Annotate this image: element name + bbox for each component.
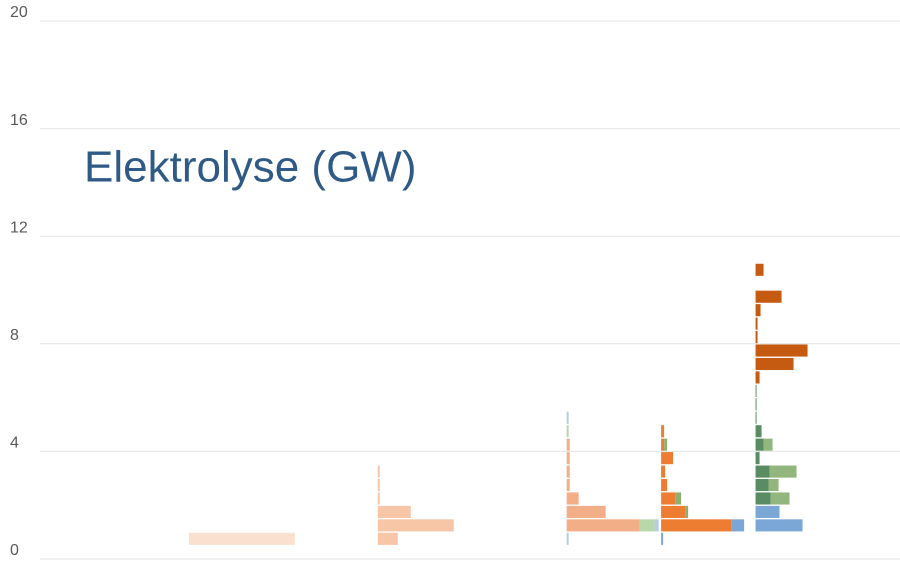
bar bbox=[769, 465, 797, 478]
bar bbox=[755, 290, 782, 303]
bar bbox=[377, 505, 411, 518]
bar bbox=[654, 519, 659, 532]
y-tick-label: 16 bbox=[10, 112, 28, 129]
bar bbox=[566, 425, 569, 438]
y-tick-label: 12 bbox=[10, 219, 28, 236]
bar bbox=[377, 492, 380, 505]
bar bbox=[377, 519, 454, 532]
bar bbox=[566, 478, 570, 492]
chart-title: Elektrolyse (GW) bbox=[84, 143, 416, 192]
bar bbox=[763, 438, 773, 451]
bar bbox=[755, 505, 780, 518]
bar bbox=[188, 532, 295, 545]
bar bbox=[566, 452, 570, 465]
bar bbox=[377, 478, 380, 492]
bar bbox=[755, 304, 761, 317]
bar bbox=[731, 519, 745, 532]
bar bbox=[566, 492, 579, 505]
bar bbox=[664, 438, 668, 451]
y-tick-label: 4 bbox=[10, 435, 19, 452]
bar bbox=[755, 478, 769, 492]
bar bbox=[661, 425, 665, 438]
bar bbox=[377, 532, 398, 545]
bar bbox=[661, 438, 665, 451]
bar bbox=[661, 492, 676, 505]
bar bbox=[675, 492, 682, 505]
bar bbox=[755, 384, 757, 397]
bar bbox=[661, 452, 674, 465]
bar bbox=[755, 411, 757, 424]
y-tick-label: 0 bbox=[10, 542, 19, 559]
bar bbox=[755, 344, 808, 357]
bar bbox=[755, 492, 771, 505]
bar bbox=[755, 452, 760, 465]
bar bbox=[566, 505, 606, 518]
bar bbox=[661, 478, 668, 492]
bar bbox=[755, 371, 760, 384]
bar bbox=[755, 317, 758, 330]
bar bbox=[768, 478, 779, 492]
bar bbox=[566, 465, 570, 478]
bar bbox=[755, 331, 758, 344]
bar bbox=[755, 438, 764, 451]
bar bbox=[685, 505, 689, 518]
bar bbox=[566, 411, 569, 424]
bar bbox=[755, 519, 803, 532]
bar bbox=[661, 532, 664, 545]
bar bbox=[661, 505, 686, 518]
bar bbox=[755, 263, 764, 276]
bar bbox=[661, 465, 666, 478]
bar bbox=[770, 492, 790, 505]
bar bbox=[566, 438, 570, 451]
y-tick-label: 8 bbox=[10, 327, 19, 344]
bar bbox=[755, 398, 757, 411]
bar bbox=[639, 519, 655, 532]
bar bbox=[755, 425, 762, 438]
bar bbox=[566, 532, 569, 545]
bar bbox=[566, 519, 640, 532]
bar bbox=[661, 519, 732, 532]
bar bbox=[377, 465, 380, 478]
bar bbox=[755, 465, 770, 478]
bar bbox=[755, 357, 794, 371]
y-tick-label: 20 bbox=[10, 4, 28, 21]
